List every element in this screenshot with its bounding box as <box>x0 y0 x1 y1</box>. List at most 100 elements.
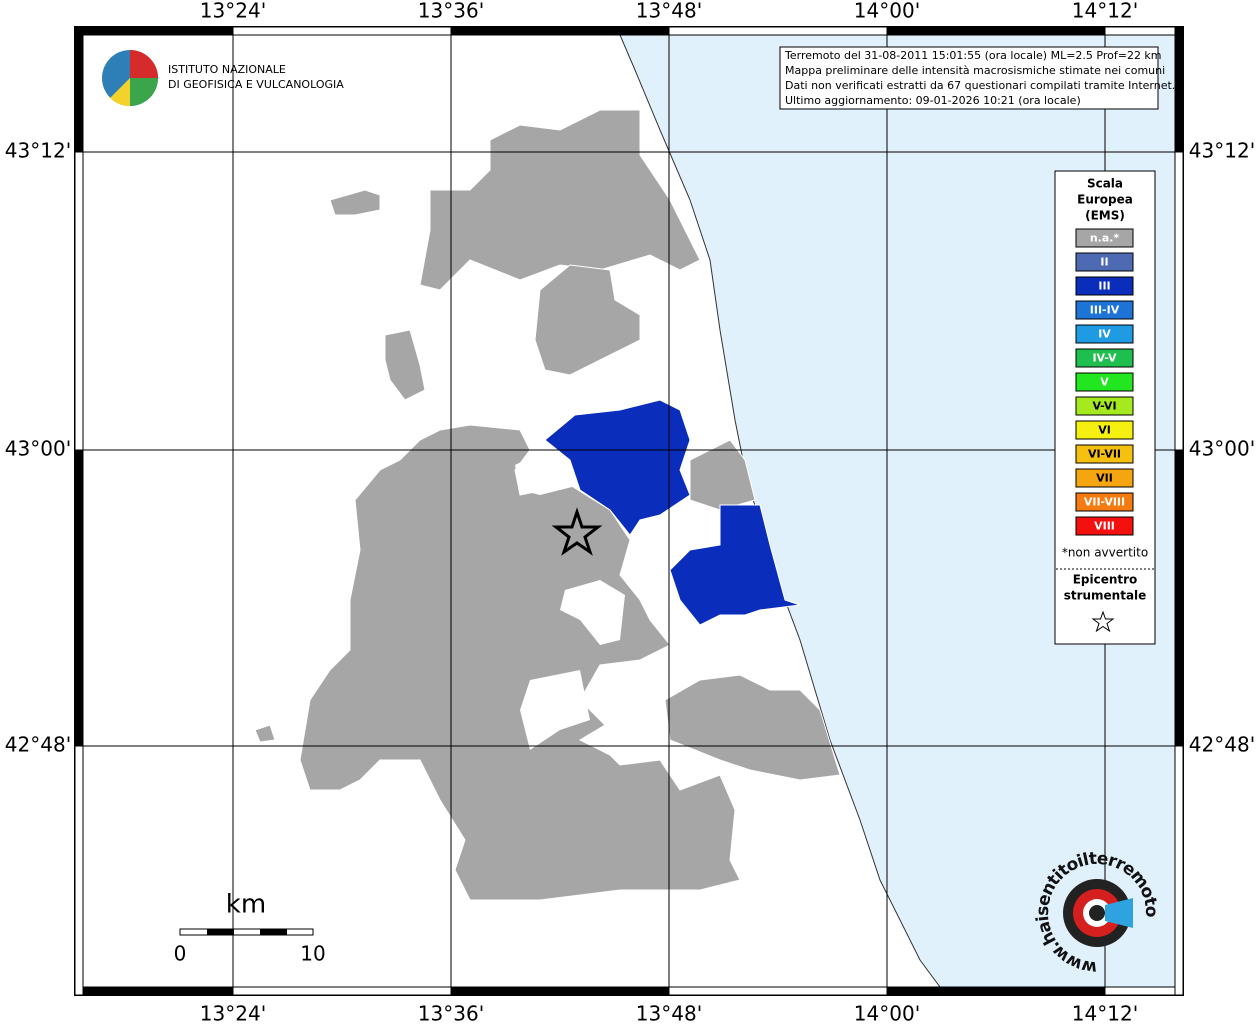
legend-title: Europea <box>1077 193 1133 207</box>
grid <box>75 27 1183 995</box>
frame-band <box>668 986 888 996</box>
municipality <box>329 189 381 216</box>
frame-band <box>74 449 84 747</box>
legend-swatch <box>1075 420 1134 440</box>
lon-label: 13°36' <box>418 0 484 23</box>
logo-segment <box>110 78 130 107</box>
scale-segment <box>260 929 287 935</box>
scale-frame <box>179 928 314 936</box>
info-line: Ultimo aggiornamento: 09-01-2026 10:21 (… <box>785 94 1081 107</box>
lon-label: 13°24' <box>200 0 266 23</box>
legend-swatch <box>1075 444 1134 464</box>
frame-band <box>232 26 452 36</box>
logo-ring <box>1089 905 1105 921</box>
legend-label: VIII <box>1094 520 1115 533</box>
lat-label: 43°00' <box>1189 437 1255 461</box>
ingv-logo: ISTITUTO NAZIONALE DI GEOFISICA E VULCAN… <box>102 50 344 107</box>
lon-label: 13°48' <box>636 0 702 23</box>
legend-label: VI-VII <box>1088 448 1121 461</box>
unreported-area <box>515 450 580 495</box>
lat-label: 43°00' <box>5 437 71 461</box>
unreported-area <box>520 670 590 750</box>
legend-swatch <box>1075 324 1134 344</box>
logo-segment <box>130 78 158 106</box>
lon-label: 13°24' <box>200 1002 266 1024</box>
legend-swatch <box>1075 372 1134 392</box>
legend-swatch <box>1075 300 1134 320</box>
frame-band <box>1104 26 1184 36</box>
legend-label: II <box>1100 256 1108 269</box>
logo-speaker <box>1105 898 1133 928</box>
frame-band <box>74 26 234 36</box>
frame-band <box>74 26 84 153</box>
frame-band <box>74 986 234 996</box>
info-line: Dati non verificati estratti da 67 quest… <box>785 79 1175 92</box>
municipality <box>254 724 276 743</box>
logo-text: DI GEOFISICA E VULCANOLOGIA <box>168 78 344 91</box>
legend-swatch <box>1075 492 1134 512</box>
lat-label: 43°12' <box>1189 139 1255 163</box>
scale-unit: km <box>226 890 266 920</box>
frame-band <box>1174 26 1184 153</box>
frame-band <box>74 745 84 996</box>
logo-segment <box>130 50 158 78</box>
municipality <box>689 439 756 511</box>
scale-label: 10 <box>300 942 325 966</box>
lat-label: 43°12' <box>5 139 71 163</box>
info-frame <box>779 46 1159 110</box>
info-box: Terremoto del 31-08-2011 15:01:55 (ora l… <box>779 46 1175 110</box>
frame-band <box>886 986 1106 996</box>
municipality <box>534 264 641 376</box>
municipality <box>664 674 841 781</box>
frame-band <box>886 26 1106 36</box>
lon-label: 14°12' <box>1072 0 1138 23</box>
legend: Scala Europea (EMS) *non avvertito Epice… <box>1054 170 1156 645</box>
unreported-area <box>560 580 625 645</box>
lat-label: 42°48' <box>1189 733 1255 757</box>
epicenter-star <box>551 507 603 556</box>
scale-segment <box>207 929 234 935</box>
legend-label: III <box>1098 280 1110 293</box>
legend-swatch <box>1075 516 1134 536</box>
scale-bar: km 0 10 <box>174 890 326 966</box>
frame-band <box>1174 151 1184 451</box>
lon-label: 13°48' <box>636 1002 702 1024</box>
municipality <box>384 329 426 401</box>
legend-label: V-VI <box>1092 400 1116 413</box>
lat-label: 42°48' <box>5 733 71 757</box>
legend-swatch <box>1075 228 1134 248</box>
frame-band <box>1174 745 1184 996</box>
info-line: Mappa preliminare delle intensità macros… <box>785 64 1165 77</box>
legend-swatch <box>1075 252 1134 272</box>
lon-label: 14°00' <box>854 1002 920 1024</box>
legend-note: *non avvertito <box>1062 546 1148 560</box>
legend-label: IV-V <box>1092 352 1117 365</box>
scale-label: 0 <box>174 942 187 966</box>
frame-band <box>1174 449 1184 747</box>
legend-swatch <box>1075 348 1134 368</box>
legend-label: VII <box>1096 472 1113 485</box>
legend-star <box>1091 610 1115 633</box>
info-line: Terremoto del 31-08-2011 15:01:55 (ora l… <box>784 49 1162 62</box>
legend-epicenter: strumentale <box>1064 589 1147 603</box>
legend-title: Scala <box>1087 177 1123 191</box>
frame-band <box>74 151 84 451</box>
frame <box>74 26 1184 996</box>
lon-label: 14°00' <box>854 0 920 23</box>
legend-label: V <box>1100 376 1109 389</box>
logo-text: ISTITUTO NAZIONALE <box>168 63 286 76</box>
legend-swatch <box>1075 396 1134 416</box>
legend-swatch <box>1075 468 1134 488</box>
municipality-iii <box>544 399 691 536</box>
legend-swatch <box>1075 276 1134 296</box>
municipality-iii <box>669 504 801 626</box>
lon-label: 13°36' <box>418 1002 484 1024</box>
legend-label: VII-VIII <box>1084 496 1125 509</box>
legend-label: III-IV <box>1090 304 1120 317</box>
legend-epicenter: Epicentro <box>1073 573 1138 587</box>
frame-band <box>450 26 670 36</box>
frame-band <box>232 986 452 996</box>
frame-band <box>668 26 888 36</box>
municipalities <box>254 109 841 901</box>
